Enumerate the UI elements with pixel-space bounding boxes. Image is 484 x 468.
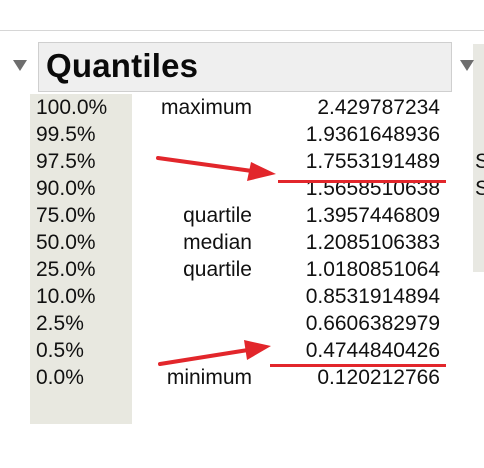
quantile-percent: 25.0%: [36, 258, 96, 281]
clipped-adjacent-text: S: [475, 150, 484, 173]
quantile-percent: 50.0%: [36, 231, 96, 254]
table-row: 25.0% quartile 1.0180851064: [0, 256, 484, 283]
quantile-label: maximum: [160, 96, 252, 119]
quantile-label: minimum: [166, 366, 252, 389]
table-row: 75.0% quartile 1.3957446809: [0, 202, 484, 229]
disclosure-triangle-icon[interactable]: [13, 60, 27, 71]
table-row: 10.0% 0.8531914894: [0, 283, 484, 310]
quantile-value: 0.4744840426: [305, 339, 440, 362]
quantile-value: 1.7553191489: [305, 150, 440, 173]
quantile-value: 1.0180851064: [305, 258, 440, 281]
quantile-percent: 75.0%: [36, 204, 96, 227]
quantile-value: 1.2085106383: [305, 231, 440, 254]
panel-title: Quantiles: [46, 47, 199, 84]
table-row: 0.5% 0.4744840426: [0, 337, 484, 364]
quantile-percent: 99.5%: [36, 123, 96, 146]
top-divider: [0, 30, 484, 31]
quantile-value: 2.429787234: [317, 96, 440, 119]
highlight-underline: [278, 180, 446, 183]
table-row: 2.5% 0.6606382979: [0, 310, 484, 337]
table-row: 0.0% minimum 0.120212766: [0, 364, 484, 391]
quantile-percent: 90.0%: [36, 177, 96, 200]
clipped-adjacent-text: S: [475, 177, 484, 200]
adjacent-panel-strip: [473, 44, 484, 272]
quantile-label: quartile: [183, 204, 252, 227]
quantile-label: quartile: [183, 258, 252, 281]
arrow-icon: [158, 340, 271, 366]
quantile-value: 1.3957446809: [305, 204, 440, 227]
adjacent-disclosure-triangle-icon[interactable]: [460, 60, 474, 71]
highlight-underline: [270, 364, 446, 367]
quantile-value: 0.6606382979: [305, 312, 440, 335]
quantile-label: median: [183, 231, 252, 254]
table-row: 50.0% median 1.2085106383: [0, 229, 484, 256]
quantiles-header[interactable]: Quantiles: [38, 42, 452, 92]
arrow-icon: [156, 156, 276, 181]
quantile-percent: 97.5%: [36, 150, 96, 173]
table-row: 100.0% maximum 2.429787234: [0, 94, 484, 121]
table-row: 97.5% 1.7553191489: [0, 148, 484, 175]
quantile-percent: 0.0%: [36, 366, 84, 389]
quantile-percent: 0.5%: [36, 339, 84, 362]
quantile-value: 0.8531914894: [305, 285, 440, 308]
quantile-percent: 100.0%: [36, 96, 108, 119]
quantile-value: 1.9361648936: [305, 123, 440, 146]
top-area: [0, 0, 484, 30]
quantile-percent: 2.5%: [36, 312, 84, 335]
quantile-percent: 10.0%: [36, 285, 96, 308]
table-row: 99.5% 1.9361648936: [0, 121, 484, 148]
percent-column-background: [30, 94, 132, 424]
quantile-value: 0.120212766: [317, 366, 440, 389]
